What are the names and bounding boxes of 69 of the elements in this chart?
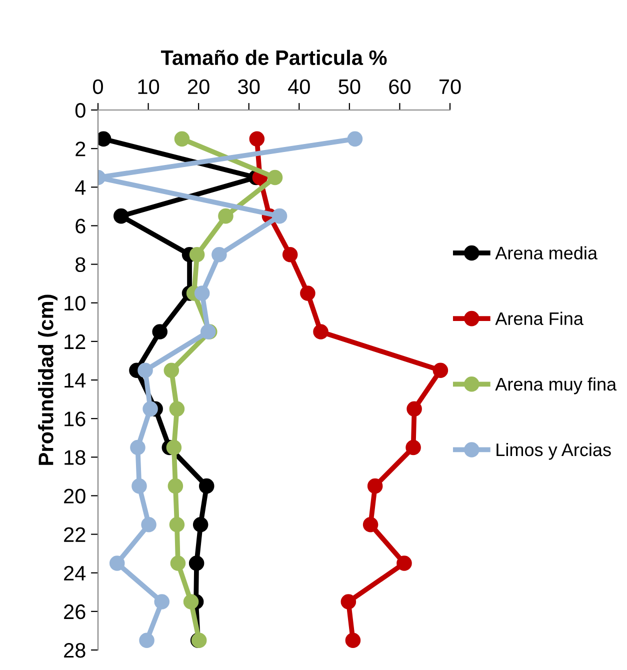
point [282,247,298,262]
y-tick-label: 0 [75,103,86,118]
point [152,324,168,340]
point [192,517,208,532]
point [170,556,186,571]
legend-label: Arena muy fina [495,377,617,394]
point [138,362,153,378]
point [212,247,227,262]
y-tick-label: 20 [64,488,86,504]
y-tick-label: 28 [64,643,86,658]
point [432,362,448,378]
point [132,478,147,494]
point [345,632,361,648]
y-tick-label: 24 [64,566,86,580]
point [164,362,180,378]
point [300,286,316,301]
legend-label: Arena Fina [495,312,584,326]
y-tick-label: 6 [76,218,86,234]
point [130,440,146,456]
point [189,247,205,262]
point [169,401,185,417]
y-tick-label: 10 [64,296,86,311]
x-tick-label: 60 [389,79,410,94]
point [367,478,383,494]
point [194,286,210,301]
point [249,131,265,147]
point [406,440,421,456]
point [406,401,422,417]
point [113,208,129,224]
point [396,556,412,571]
point [313,324,328,340]
y-tick-label: 8 [76,257,86,272]
point [198,478,214,494]
point [347,131,363,147]
point [154,594,170,610]
y-tick-label: 22 [64,527,86,542]
x-tick-label: 10 [138,79,160,94]
x-tick-label: 30 [238,79,260,94]
y-tick-label: 12 [64,334,86,349]
point [109,556,125,571]
y-tick-label: 2 [76,142,86,156]
y-axis-title: Profundidad (cm) [38,294,58,465]
legend-label: Limos y Arcias [496,442,611,460]
point [166,440,182,456]
y-tick-label: 16 [64,412,86,426]
x-tick-label: 50 [338,79,360,94]
x-axis-title: Tamaño de Particula % [160,50,387,66]
y-tick-label: 18 [64,450,86,465]
point [362,517,378,532]
point [142,401,158,417]
point [188,556,204,571]
point [340,594,356,610]
point [139,632,154,648]
point [169,517,185,532]
x-tick-label: 20 [188,79,210,94]
legend-label: Arena media [495,246,598,260]
point [183,594,199,610]
point [174,131,190,147]
point [272,208,288,224]
point [267,170,283,186]
x-tick-label: 0 [93,79,103,94]
y-tick-label: 4 [75,180,86,195]
x-tick-label: 40 [288,79,310,94]
y-tick-label: 14 [64,373,86,388]
point [218,208,234,224]
point [141,517,156,532]
x-tick-label: 70 [439,79,461,94]
y-tick-label: 26 [64,604,86,620]
point [168,478,184,494]
